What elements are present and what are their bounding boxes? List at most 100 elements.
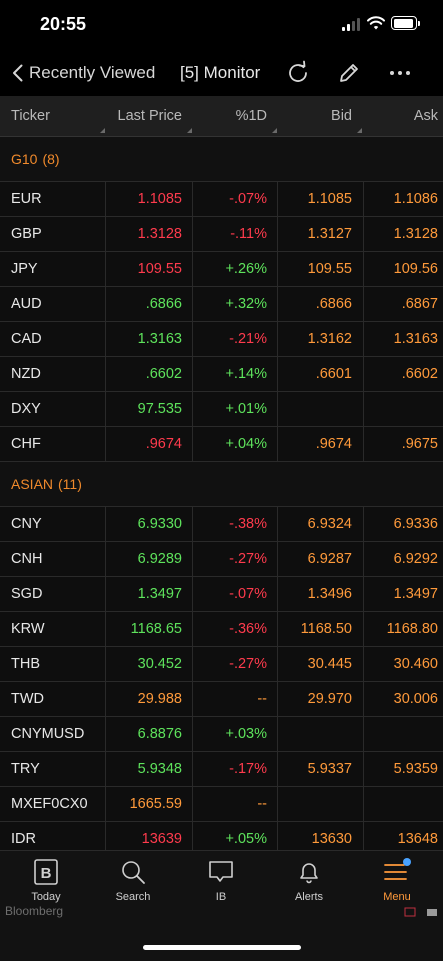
group-header[interactable]: G10 (8) xyxy=(0,137,443,182)
table-row[interactable]: CNH 6.9289 -.27% 6.9287 6.9292 xyxy=(0,542,443,577)
column-separator xyxy=(363,787,364,821)
bid-cell: 1.3496 xyxy=(307,586,352,602)
column-separator xyxy=(192,787,193,821)
last-price-cell: 5.9348 xyxy=(137,761,182,777)
column-separator xyxy=(105,182,106,216)
column-separator xyxy=(363,507,364,541)
last-price-cell: 1.3128 xyxy=(137,226,182,242)
column-separator xyxy=(105,752,106,786)
last-price-cell: 6.9289 xyxy=(137,551,182,567)
column-separator xyxy=(277,357,278,391)
last-price-cell: 29.988 xyxy=(137,691,182,707)
chevron-left-icon xyxy=(13,64,23,82)
table-row[interactable]: SGD 1.3497 -.07% 1.3496 1.3497 xyxy=(0,577,443,612)
table-row[interactable]: GBP 1.3128 -.11% 1.3127 1.3128 xyxy=(0,217,443,252)
ticker-cell: CNH xyxy=(11,551,43,567)
column-separator xyxy=(363,612,364,646)
last-price-cell: 30.452 xyxy=(137,656,182,672)
ticker-cell: IDR xyxy=(11,831,36,847)
group-header[interactable]: ASIAN (11) xyxy=(0,462,443,507)
table-row[interactable]: TWD 29.988 -- 29.970 30.006 xyxy=(0,682,443,717)
table-row[interactable]: AUD .6866 +.32% .6866 .6867 xyxy=(0,287,443,322)
column-divider xyxy=(267,96,277,136)
table-row[interactable]: THB 30.452 -.27% 30.445 30.460 xyxy=(0,647,443,682)
change-cell: -- xyxy=(257,691,267,707)
table-row[interactable]: JPY 109.55 +.26% 109.55 109.56 xyxy=(0,252,443,287)
bid-cell: 13630 xyxy=(311,831,352,847)
column-separator xyxy=(277,217,278,251)
column-divider xyxy=(95,96,105,136)
column-separator xyxy=(192,577,193,611)
column-separator xyxy=(105,287,106,321)
change-cell: -.27% xyxy=(229,656,267,672)
column-header-bid[interactable]: Bid xyxy=(331,108,352,124)
bid-cell: 1.3162 xyxy=(307,331,352,347)
ticker-cell: SGD xyxy=(11,586,43,602)
more-options-icon[interactable] xyxy=(387,60,413,86)
table-row[interactable]: CNYMUSD 6.8876 +.03% xyxy=(0,717,443,752)
back-label: Recently Viewed xyxy=(29,63,156,82)
ticker-cell: CNYMUSD xyxy=(11,726,85,742)
last-price-cell: .6866 xyxy=(145,296,182,312)
tab-label: Alerts xyxy=(294,891,324,903)
refresh-icon[interactable] xyxy=(285,60,311,86)
last-price-cell: 1.1085 xyxy=(137,191,182,207)
column-separator xyxy=(192,612,193,646)
tab-today[interactable]: B Today xyxy=(16,857,76,903)
column-separator xyxy=(105,322,106,356)
edit-pencil-icon[interactable] xyxy=(336,60,362,86)
ask-cell: 1.3128 xyxy=(393,226,438,242)
bell-icon xyxy=(279,857,339,887)
tab-alerts[interactable]: Alerts xyxy=(279,857,339,903)
home-indicator xyxy=(143,945,301,950)
page-title[interactable]: [5] Monitor xyxy=(180,63,261,82)
change-cell: -.36% xyxy=(229,621,267,637)
ask-cell xyxy=(364,392,438,426)
column-separator xyxy=(277,427,278,461)
tab-menu[interactable]: Menu xyxy=(367,857,427,903)
table-row[interactable]: EUR 1.1085 -.07% 1.1085 1.1086 xyxy=(0,182,443,217)
tab-search[interactable]: Search xyxy=(103,857,163,903)
column-header-ticker[interactable]: Ticker xyxy=(11,108,50,124)
table-row[interactable]: MXEF0CX0 1665.59 -- xyxy=(0,787,443,822)
svg-text:B: B xyxy=(41,865,52,882)
column-separator xyxy=(363,322,364,356)
ask-cell xyxy=(364,717,438,751)
table-row[interactable]: CAD 1.3163 -.21% 1.3162 1.3163 xyxy=(0,322,443,357)
ticker-cell: CAD xyxy=(11,331,42,347)
monitor-table: G10 (8) EUR 1.1085 -.07% 1.1085 1.1086 GBP 1.312… xyxy=(0,137,443,857)
table-row[interactable]: KRW 1168.65 -.36% 1168.50 1168.80 xyxy=(0,612,443,647)
change-cell: +.26% xyxy=(225,261,267,277)
status-bar: 20:55 xyxy=(0,0,443,52)
ask-cell xyxy=(364,787,438,821)
bid-cell: 1168.50 xyxy=(300,621,352,637)
search-icon xyxy=(103,857,163,887)
table-row[interactable]: CNY 6.9330 -.38% 6.9324 6.9336 xyxy=(0,507,443,542)
column-separator xyxy=(105,392,106,426)
bid-cell xyxy=(278,392,352,426)
tab-ib[interactable]: IB xyxy=(191,857,251,903)
ticker-cell: MXEF0CX0 xyxy=(11,796,88,812)
column-separator xyxy=(277,507,278,541)
ask-cell: 6.9336 xyxy=(393,516,438,532)
column-separator xyxy=(277,577,278,611)
table-row[interactable]: CHF .9674 +.04% .9674 .9675 xyxy=(0,427,443,462)
ask-cell: .6867 xyxy=(401,296,438,312)
last-price-cell: 1.3163 xyxy=(137,331,182,347)
table-row[interactable]: DXY 97.535 +.01% xyxy=(0,392,443,427)
group-label: G10 xyxy=(11,151,38,167)
table-row[interactable]: NZD .6602 +.14% .6601 .6602 xyxy=(0,357,443,392)
column-header-change[interactable]: %1D xyxy=(235,108,267,124)
bid-cell: 109.55 xyxy=(307,261,352,277)
column-separator xyxy=(277,717,278,751)
bid-cell: 29.970 xyxy=(307,691,352,707)
column-header-last-price[interactable]: Last Price xyxy=(117,108,182,124)
column-separator xyxy=(192,717,193,751)
column-separator xyxy=(192,182,193,216)
navigation-bar: Recently Viewed [5] Monitor xyxy=(0,52,443,94)
ask-cell: 1.1086 xyxy=(393,191,438,207)
table-row[interactable]: TRY 5.9348 -.17% 5.9337 5.9359 xyxy=(0,752,443,787)
column-header-ask[interactable]: Ask xyxy=(413,108,438,124)
column-separator xyxy=(363,392,364,426)
back-button[interactable]: Recently Viewed xyxy=(12,62,155,84)
